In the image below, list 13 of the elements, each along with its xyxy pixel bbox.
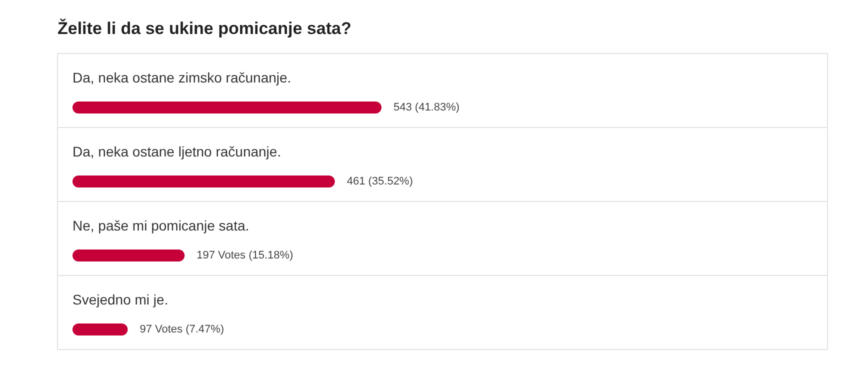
bar (72, 176, 335, 188)
data-label: 97 Votes (7.47%) (140, 324, 224, 336)
data-label: 197 Votes (15.18%) (196, 250, 294, 262)
y-tick-label: Ne, paše mi pomicanje sata. (72, 218, 250, 234)
bar (72, 250, 185, 262)
chart-title: Želite li da se ukine pomicanje sata? (58, 18, 352, 38)
y-tick-label: Da, neka ostane ljetno računanje. (72, 144, 282, 160)
y-tick-label: Da, neka ostane zimsko računanje. (72, 70, 292, 86)
data-label: 461 (35.52%) (346, 176, 413, 188)
y-tick-label: Svejedno mi je. (72, 292, 168, 308)
data-label: 543 (41.83%) (394, 102, 460, 114)
bar (72, 102, 382, 114)
bar (72, 324, 128, 336)
